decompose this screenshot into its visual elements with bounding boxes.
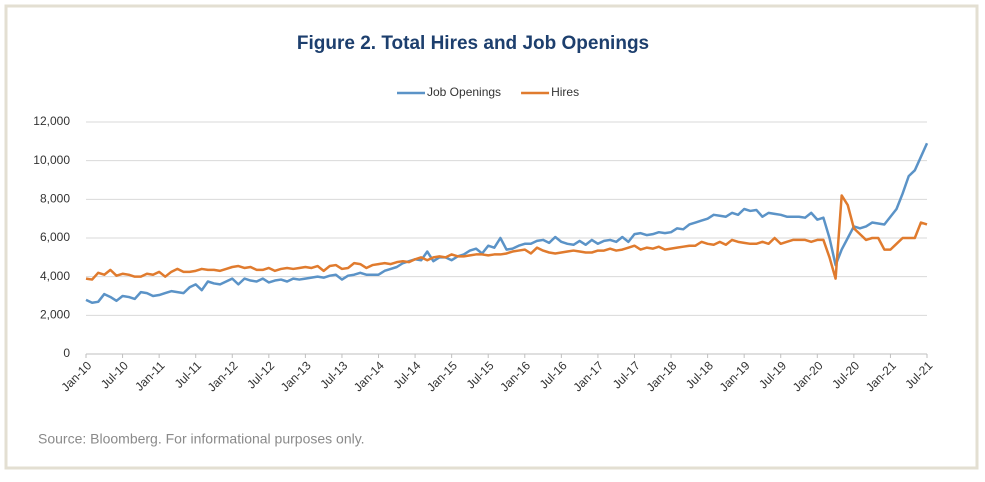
y-tick-label: 10,000 (33, 153, 70, 167)
y-tick-label: 12,000 (33, 114, 70, 128)
legend-label: Job Openings (427, 85, 501, 99)
legend-label: Hires (551, 85, 579, 99)
y-tick-label: 6,000 (40, 230, 70, 244)
frame (4, 4, 979, 470)
series-line (85, 142, 929, 305)
y-tick-label: 8,000 (40, 192, 70, 206)
y-tick-label: 4,000 (40, 269, 70, 283)
chart-title: Figure 2. Total Hires and Job Openings (297, 33, 649, 54)
source-note: Source: Bloomberg. For informational pur… (38, 431, 365, 447)
y-tick-label: 0 (63, 346, 70, 360)
y-tick-label: 2,000 (40, 308, 70, 322)
series-line (85, 194, 928, 281)
